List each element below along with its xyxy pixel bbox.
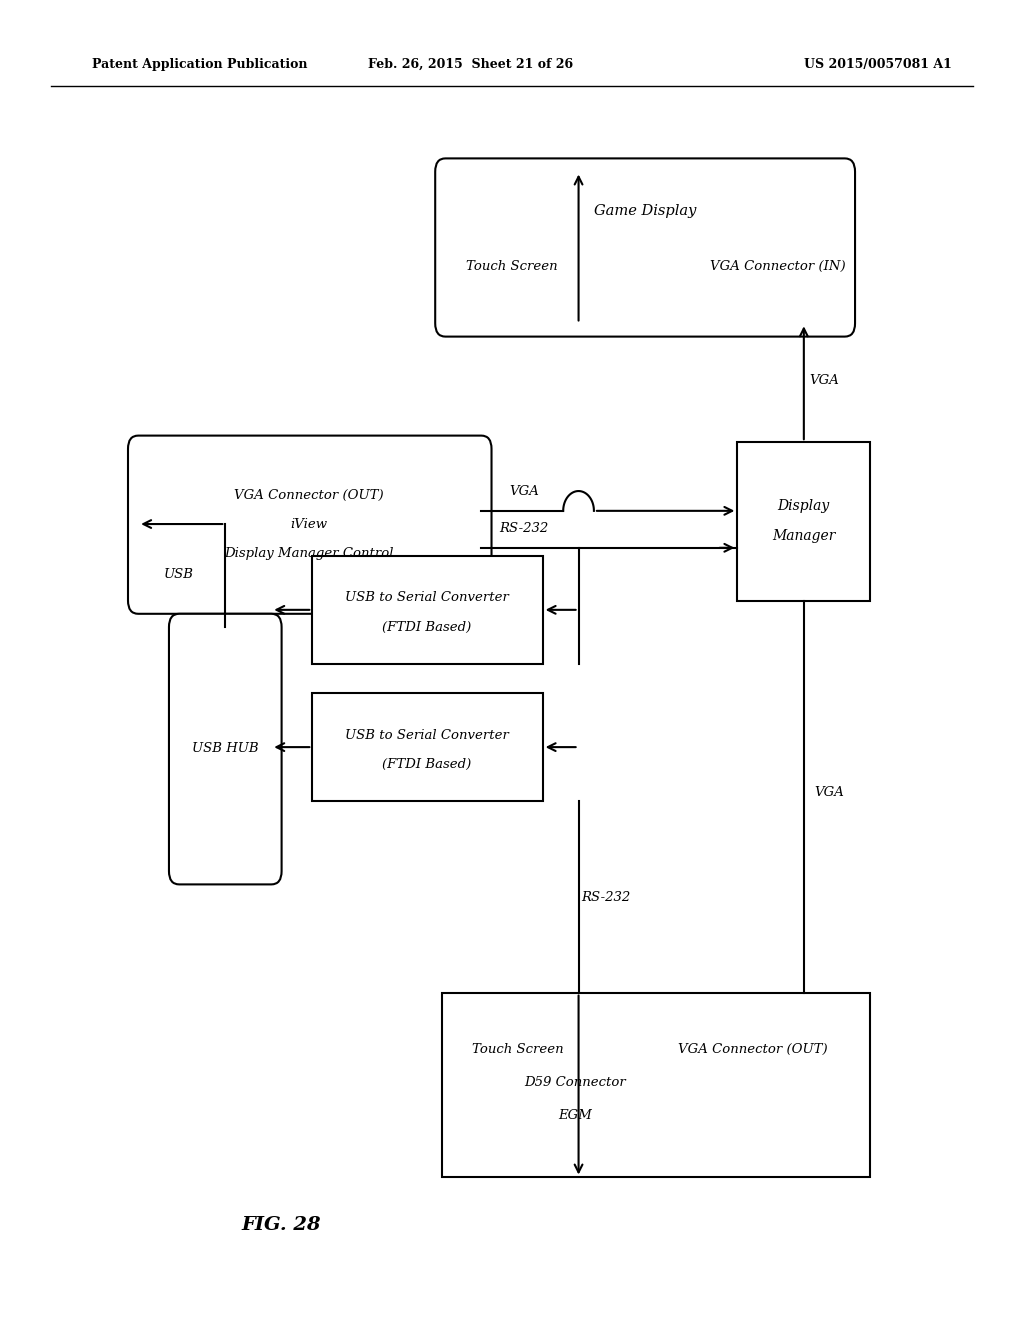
Text: Game Display: Game Display <box>594 205 696 218</box>
FancyBboxPatch shape <box>737 442 870 601</box>
Text: RS-232: RS-232 <box>500 521 549 535</box>
Text: Display Manager Control: Display Manager Control <box>224 546 394 560</box>
Text: VGA Connector (IN): VGA Connector (IN) <box>711 260 846 273</box>
FancyBboxPatch shape <box>312 693 543 801</box>
Text: Display: Display <box>777 499 830 512</box>
FancyBboxPatch shape <box>128 436 492 614</box>
Text: Manager: Manager <box>772 529 836 543</box>
Text: (FTDI Based): (FTDI Based) <box>382 758 472 771</box>
Text: RS-232: RS-232 <box>582 891 631 904</box>
Text: FIG. 28: FIG. 28 <box>242 1216 322 1234</box>
Text: (FTDI Based): (FTDI Based) <box>382 620 472 634</box>
Text: USB to Serial Converter: USB to Serial Converter <box>345 729 509 742</box>
FancyBboxPatch shape <box>169 614 282 884</box>
FancyBboxPatch shape <box>312 556 543 664</box>
Text: EGM: EGM <box>558 1109 593 1122</box>
Text: Feb. 26, 2015  Sheet 21 of 26: Feb. 26, 2015 Sheet 21 of 26 <box>369 58 573 71</box>
FancyBboxPatch shape <box>442 993 870 1177</box>
Text: US 2015/0057081 A1: US 2015/0057081 A1 <box>805 58 952 71</box>
Text: VGA Connector (OUT): VGA Connector (OUT) <box>678 1043 827 1056</box>
Text: USB HUB: USB HUB <box>191 742 259 755</box>
Text: D59 Connector: D59 Connector <box>524 1076 627 1089</box>
Text: Touch Screen: Touch Screen <box>472 1043 564 1056</box>
Text: USB to Serial Converter: USB to Serial Converter <box>345 591 509 605</box>
Text: VGA: VGA <box>814 785 845 799</box>
Text: USB: USB <box>164 568 195 581</box>
FancyBboxPatch shape <box>435 158 855 337</box>
Text: iView: iView <box>291 517 328 531</box>
Text: Patent Application Publication: Patent Application Publication <box>92 58 307 71</box>
Text: VGA Connector (OUT): VGA Connector (OUT) <box>234 488 384 502</box>
Text: Touch Screen: Touch Screen <box>466 260 558 273</box>
Text: VGA: VGA <box>809 374 840 387</box>
Text: VGA: VGA <box>509 484 540 498</box>
